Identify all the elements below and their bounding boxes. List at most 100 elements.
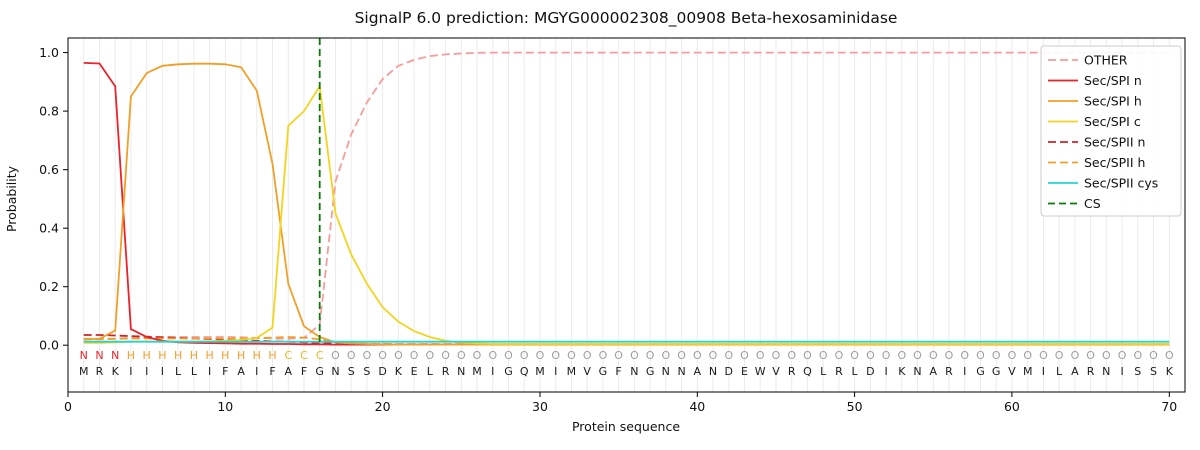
residue-letter: E (411, 365, 418, 378)
state-label: H (237, 349, 245, 362)
residue-letter: A (285, 365, 293, 378)
state-label: O (803, 349, 812, 362)
residue-letter: F (615, 365, 621, 378)
residue-letter: I (145, 365, 148, 378)
x-tick-label: 70 (1161, 399, 1177, 414)
state-label: H (253, 349, 261, 362)
residue-letter: N (662, 365, 670, 378)
state-label: N (80, 349, 88, 362)
state-label: O (457, 349, 466, 362)
x-tick-label: 0 (64, 399, 72, 414)
state-label: C (300, 349, 308, 362)
residue-letter: K (898, 365, 906, 378)
residue-letter: L (427, 365, 434, 378)
state-label: O (520, 349, 529, 362)
state-label: O (756, 349, 765, 362)
legend: OTHER Sec/SPI n Sec/SPI h Sec/SPI c Sec/SPII… (1040, 45, 1182, 217)
state-label: O (1149, 349, 1158, 362)
state-label: O (960, 349, 969, 362)
state-label: C (316, 349, 324, 362)
x-axis-label: Protein sequence (572, 419, 680, 434)
state-label: O (1165, 349, 1174, 362)
residue-letter: L (1056, 365, 1063, 378)
state-label: O (646, 349, 655, 362)
legend-label-cs: CS (1084, 196, 1101, 211)
state-label: O (661, 349, 670, 362)
residue-letter: M (472, 365, 482, 378)
residue-letter: R (96, 365, 104, 378)
residue-letter: G (599, 365, 608, 378)
legend-box (1040, 45, 1182, 217)
residue-letter: S (1134, 365, 1141, 378)
y-axis: 0.0 0.2 0.4 0.6 0.8 1.0 (39, 45, 68, 353)
residue-letter: F (222, 365, 228, 378)
state-label: O (410, 349, 419, 362)
residue-letter: S (363, 365, 370, 378)
state-label: O (536, 349, 545, 362)
state-label: O (882, 349, 891, 362)
state-label: O (331, 349, 340, 362)
legend-label-sec-spii-cys: Sec/SPII cys (1084, 176, 1158, 191)
residue-letter: I (1120, 365, 1123, 378)
residue-letter: G (315, 365, 324, 378)
x-tick-label: 30 (532, 399, 548, 414)
residue-letter: M (1023, 365, 1033, 378)
state-label: O (378, 349, 387, 362)
residue-letter: S (1150, 365, 1157, 378)
y-tick-label: 0.0 (39, 338, 59, 353)
residue-letter: K (112, 365, 120, 378)
y-tick-label: 0.4 (39, 221, 59, 236)
legend-label-sec-spii-n: Sec/SPII n (1084, 135, 1145, 150)
x-tick-label: 40 (689, 399, 705, 414)
state-label: O (630, 349, 639, 362)
residue-letter: L (852, 365, 859, 378)
y-axis-label: Probability (4, 165, 19, 232)
x-axis: 0 10 20 30 40 50 60 70 (64, 392, 1177, 414)
residue-letter: A (237, 365, 245, 378)
residue-letter: N (331, 365, 339, 378)
state-label: O (819, 349, 828, 362)
residue-letter: I (963, 365, 966, 378)
state-label: O (740, 349, 749, 362)
residue-letter: N (709, 365, 717, 378)
state-label: O (913, 349, 922, 362)
residue-letter: D (378, 365, 386, 378)
state-label: O (567, 349, 576, 362)
residue-letter: R (945, 365, 953, 378)
state-label: O (1102, 349, 1111, 362)
state-label: O (363, 349, 372, 362)
state-label: H (221, 349, 229, 362)
state-label: O (599, 349, 608, 362)
state-label: O (1071, 349, 1080, 362)
x-tick-label: 10 (217, 399, 233, 414)
residue-letter: K (395, 365, 403, 378)
y-tick-label: 0.2 (39, 279, 59, 294)
residue-letter: R (788, 365, 796, 378)
residue-letter: I (129, 365, 132, 378)
residue-letter: M (567, 365, 577, 378)
residue-letter: N (1102, 365, 1110, 378)
state-label: O (1133, 349, 1142, 362)
state-label: C (284, 349, 292, 362)
residue-letter: N (913, 365, 921, 378)
state-label: O (976, 349, 985, 362)
series-lines (83, 51, 1170, 346)
residue-letter: W (755, 365, 766, 378)
residue-letter: I (554, 365, 557, 378)
residue-letter: M (79, 365, 89, 378)
state-label: O (709, 349, 718, 362)
state-label: O (1086, 349, 1095, 362)
state-label: O (693, 349, 702, 362)
residue-letter: I (1042, 365, 1045, 378)
state-label: O (394, 349, 403, 362)
legend-label-sec-spi-n: Sec/SPI n (1084, 73, 1142, 88)
plot-border (67, 37, 1186, 393)
y-tick-label: 1.0 (39, 45, 59, 60)
chart-title: SignalP 6.0 prediction: MGYG000002308_00… (355, 9, 898, 28)
x-tick-label: 60 (1004, 399, 1020, 414)
residue-letter: G (646, 365, 655, 378)
series-sec-spi-c (83, 83, 1170, 345)
residue-letter: F (301, 365, 307, 378)
